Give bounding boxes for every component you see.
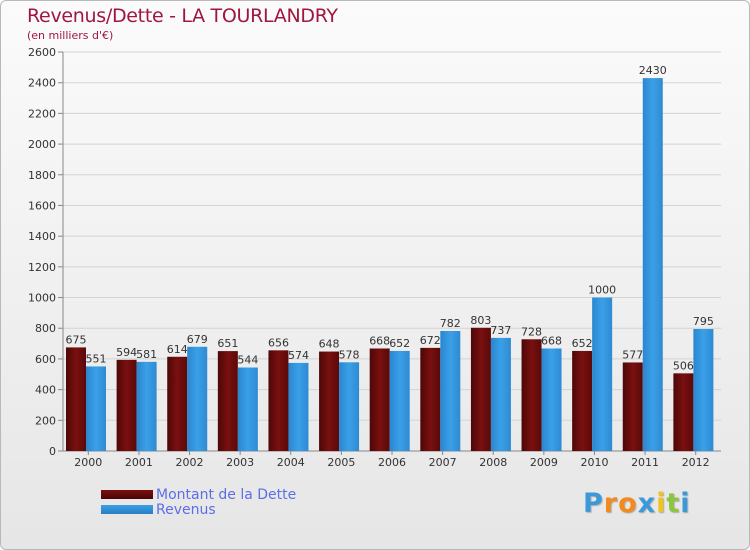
bar-revenue bbox=[541, 348, 562, 451]
data-label-debt: 728 bbox=[521, 325, 542, 338]
bar-debt bbox=[369, 348, 390, 451]
logo-letter: P bbox=[583, 488, 604, 519]
data-label-revenue: 737 bbox=[490, 324, 511, 337]
bar-debt bbox=[622, 362, 643, 451]
data-label-debt: 577 bbox=[622, 348, 643, 361]
x-tick-label: 2004 bbox=[277, 456, 305, 469]
bar-debt bbox=[116, 359, 137, 451]
bar-revenue bbox=[86, 366, 106, 451]
data-label-revenue: 782 bbox=[440, 317, 461, 330]
legend-label-debt: Montant de la Dette bbox=[156, 487, 297, 503]
data-label-debt: 652 bbox=[572, 337, 593, 350]
x-tick-label: 2010 bbox=[580, 456, 608, 469]
data-label-revenue: 574 bbox=[288, 349, 309, 362]
bar-debt bbox=[572, 350, 593, 451]
data-label-debt: 594 bbox=[116, 346, 137, 359]
bar-revenue bbox=[389, 350, 410, 451]
x-tick-label: 2008 bbox=[479, 456, 507, 469]
y-tick-label: 2600 bbox=[28, 46, 56, 59]
bar-debt bbox=[521, 339, 542, 451]
x-tick-label: 2005 bbox=[327, 456, 355, 469]
y-tick-label: 1000 bbox=[28, 292, 56, 305]
y-tick-label: 2000 bbox=[28, 138, 56, 151]
data-label-debt: 672 bbox=[420, 334, 441, 347]
x-tick-label: 2007 bbox=[429, 456, 457, 469]
data-label-revenue: 2430 bbox=[639, 64, 667, 77]
logo-letter: t bbox=[666, 488, 681, 519]
x-tick-label: 2006 bbox=[378, 456, 406, 469]
chart-title: Revenus/Dette - LA TOURLANDRY bbox=[27, 5, 338, 27]
data-label-debt: 656 bbox=[268, 336, 289, 349]
bar-debt bbox=[66, 347, 86, 451]
data-label-revenue: 795 bbox=[693, 315, 714, 328]
chart-subtitle: (en milliers d'€) bbox=[27, 29, 114, 42]
logo-letter: i bbox=[680, 488, 691, 519]
bar-debt bbox=[217, 351, 238, 451]
bar-debt bbox=[167, 356, 188, 451]
x-tick-label: 2000 bbox=[74, 456, 102, 469]
x-tick-label: 2012 bbox=[682, 456, 710, 469]
data-label-revenue: 581 bbox=[136, 348, 157, 361]
data-label-revenue: 578 bbox=[339, 348, 360, 361]
bar-revenue bbox=[187, 346, 208, 451]
data-label-revenue: 668 bbox=[541, 334, 562, 347]
y-tick-label: 2200 bbox=[28, 107, 56, 120]
logo-letter: o bbox=[618, 488, 638, 519]
x-tick-label: 2011 bbox=[631, 456, 659, 469]
proxiti-logo: Proxiti bbox=[583, 488, 691, 519]
y-tick-label: 200 bbox=[35, 414, 56, 427]
y-tick-label: 400 bbox=[35, 384, 56, 397]
y-tick-label: 600 bbox=[35, 353, 56, 366]
bar-debt bbox=[673, 373, 694, 451]
y-tick-label: 1200 bbox=[28, 261, 56, 274]
bar-revenue bbox=[440, 330, 461, 451]
legend-swatch-debt bbox=[101, 490, 153, 499]
bar-revenue bbox=[339, 362, 360, 451]
y-tick-label: 0 bbox=[49, 445, 56, 458]
logo-letter: r bbox=[603, 488, 619, 519]
legend-swatch-revenue bbox=[101, 505, 153, 514]
data-label-revenue: 544 bbox=[237, 354, 258, 367]
data-label-debt: 803 bbox=[470, 314, 491, 327]
bar-revenue bbox=[490, 337, 511, 451]
data-label-debt: 506 bbox=[673, 359, 694, 372]
x-tick-label: 2009 bbox=[530, 456, 558, 469]
logo-letter: i bbox=[656, 488, 667, 519]
data-label-debt: 668 bbox=[369, 334, 390, 347]
data-label-debt: 675 bbox=[66, 333, 87, 346]
y-tick-label: 1800 bbox=[28, 169, 56, 182]
x-tick-label: 2002 bbox=[176, 456, 204, 469]
y-tick-label: 2400 bbox=[28, 77, 56, 90]
bar-revenue bbox=[642, 78, 663, 451]
data-label-revenue: 652 bbox=[389, 337, 410, 350]
legend-label-revenue: Revenus bbox=[156, 502, 216, 518]
bar-debt bbox=[319, 351, 340, 451]
bar-debt bbox=[470, 327, 491, 451]
y-tick-label: 1600 bbox=[28, 199, 56, 212]
data-label-debt: 648 bbox=[319, 338, 340, 351]
x-tick-label: 2003 bbox=[226, 456, 254, 469]
data-label-revenue: 551 bbox=[86, 352, 107, 365]
bar-debt bbox=[420, 347, 441, 451]
data-label-revenue: 1000 bbox=[588, 284, 616, 297]
bar-revenue bbox=[592, 297, 613, 451]
x-tick-label: 2001 bbox=[125, 456, 153, 469]
y-tick-label: 1400 bbox=[28, 230, 56, 243]
data-label-debt: 651 bbox=[217, 337, 238, 350]
bar-debt bbox=[268, 350, 289, 451]
y-tick-label: 800 bbox=[35, 322, 56, 335]
bar-revenue bbox=[136, 361, 157, 451]
bar-revenue bbox=[288, 362, 309, 451]
data-label-revenue: 679 bbox=[187, 333, 208, 346]
logo-letter: x bbox=[637, 488, 657, 519]
bar-revenue bbox=[693, 328, 714, 451]
bar-revenue bbox=[237, 367, 258, 451]
data-label-debt: 614 bbox=[167, 343, 188, 356]
